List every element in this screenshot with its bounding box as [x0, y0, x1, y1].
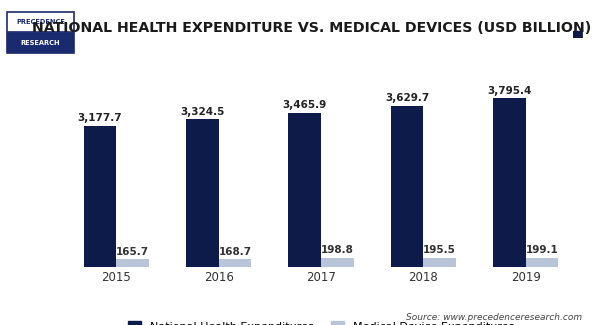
Text: 168.7: 168.7 [218, 247, 251, 256]
Text: RESEARCH: RESEARCH [20, 40, 61, 46]
Bar [218, 259, 251, 266]
Bar [526, 258, 559, 266]
Text: Source: www.precedenceresearch.com: Source: www.precedenceresearch.com [406, 313, 582, 322]
Text: 3,629.7: 3,629.7 [385, 93, 429, 103]
Bar [493, 98, 526, 266]
Text: 3,795.4: 3,795.4 [487, 86, 532, 96]
Text: PRECEDENCE: PRECEDENCE [16, 19, 65, 25]
FancyBboxPatch shape [7, 12, 74, 32]
Text: 3,177.7: 3,177.7 [77, 113, 122, 123]
Bar [391, 106, 424, 266]
FancyBboxPatch shape [7, 33, 74, 53]
Bar [116, 259, 149, 266]
Text: ██: ██ [572, 31, 583, 38]
Bar [321, 258, 354, 266]
Text: 3,324.5: 3,324.5 [180, 107, 224, 117]
Bar [83, 126, 116, 266]
Bar [186, 119, 218, 266]
Text: 165.7: 165.7 [116, 247, 149, 257]
Text: 195.5: 195.5 [423, 245, 456, 255]
Text: 198.8: 198.8 [321, 245, 354, 255]
Legend: National Health Expenditures, Medical Device Expenditures: National Health Expenditures, Medical De… [125, 318, 517, 325]
Bar [424, 258, 456, 266]
Bar [288, 113, 321, 266]
Text: 3,465.9: 3,465.9 [283, 100, 327, 110]
Text: NATIONAL HEALTH EXPENDITURE VS. MEDICAL DEVICES (USD BILLION): NATIONAL HEALTH EXPENDITURE VS. MEDICAL … [32, 21, 592, 35]
Text: 199.1: 199.1 [526, 245, 559, 255]
